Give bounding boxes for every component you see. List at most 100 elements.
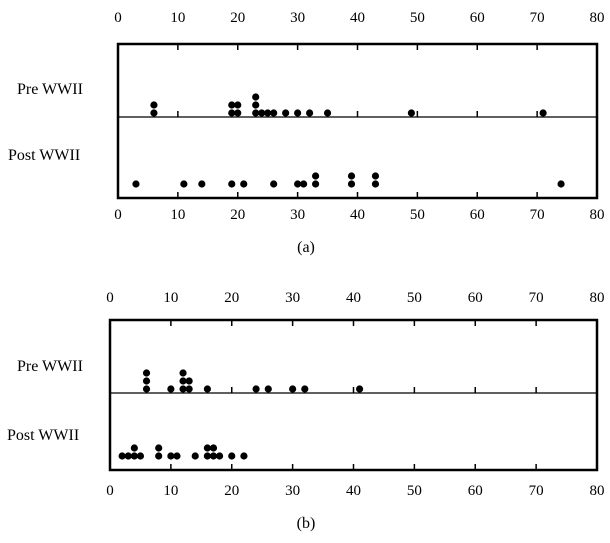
panel-a-caption: (a) <box>297 239 315 256</box>
panel-a-bottom-tick-labels: 0 10 20 30 40 50 60 70 80 <box>114 207 604 223</box>
bottom-tick-label-60: 60 <box>468 483 483 499</box>
dot-pre-11 <box>264 385 272 393</box>
panel-b-post-dots <box>118 444 248 460</box>
bottom-tick-label-80: 80 <box>590 207 605 223</box>
panel-a-bottom-ticks <box>117 192 598 198</box>
top-tick-label-10: 10 <box>163 290 178 306</box>
dot-post-5 <box>155 452 163 460</box>
panel-a-frame <box>116 42 599 200</box>
top-tick-label-40: 40 <box>346 290 361 306</box>
top-tick-label-30: 30 <box>285 290 300 306</box>
panel-b-frame <box>108 318 599 472</box>
dot-pre-14 <box>355 385 364 393</box>
dot-pre-6 <box>179 369 187 377</box>
bottom-tick-label-10: 10 <box>163 483 178 499</box>
bottom-tick-label-0: 0 <box>106 483 114 499</box>
dot-post-6 <box>294 180 302 188</box>
dot-post-9 <box>311 172 320 180</box>
dot-post-16 <box>240 452 248 460</box>
bottom-tick-label-10: 10 <box>170 207 185 223</box>
dot-pre-10 <box>264 109 272 117</box>
dot-post-1 <box>124 452 132 460</box>
dot-post-11 <box>347 172 356 180</box>
bottom-tick-label-30: 30 <box>290 207 305 223</box>
bottom-tick-label-20: 20 <box>230 207 245 223</box>
panel-a-post-dots <box>132 172 565 188</box>
dot-post-13 <box>371 172 380 180</box>
dot-pre-13 <box>294 109 302 117</box>
dot-post-1 <box>180 180 188 188</box>
panel-b: 0 10 20 30 40 50 60 70 80 0 10 20 30 40 50 60 70 80 Pre … <box>7 290 605 532</box>
dot-pre-9 <box>258 109 266 117</box>
dot-pre-14 <box>306 109 314 117</box>
panel-a-mid-ticks <box>117 111 598 117</box>
dot-post-15 <box>228 452 236 460</box>
panel-a-top-ticks <box>117 44 598 50</box>
top-tick-label-70: 70 <box>529 290 544 306</box>
panel-a: 0 10 20 30 40 50 60 70 80 0 10 20 30 40 50 60 70 80 Pre … <box>8 10 605 256</box>
bottom-tick-label-30: 30 <box>285 483 300 499</box>
dot-post-0 <box>132 180 140 188</box>
dot-post-2 <box>130 452 138 460</box>
top-tick-label-20: 20 <box>224 290 239 306</box>
dot-post-0 <box>118 452 126 460</box>
dot-pre-12 <box>282 109 290 117</box>
panel-b-bottom-ticks <box>109 464 598 470</box>
dot-pre-4 <box>234 109 242 117</box>
dot-post-5 <box>270 180 278 188</box>
dot-post-14 <box>215 452 224 460</box>
dot-pre-15 <box>323 109 332 117</box>
dot-pre-17 <box>539 109 547 117</box>
dot-pre-7 <box>185 385 193 393</box>
panel-a-row-label-post: Post WWII <box>8 147 80 164</box>
top-tick-label-20: 20 <box>230 10 245 26</box>
top-tick-label-0: 0 <box>114 10 122 26</box>
dot-post-10 <box>203 452 211 460</box>
dot-pre-6 <box>252 109 260 117</box>
bottom-tick-label-70: 70 <box>530 207 545 223</box>
top-tick-label-60: 60 <box>470 10 485 26</box>
dot-pre-12 <box>289 385 297 393</box>
bottom-tick-label-50: 50 <box>410 207 425 223</box>
dot-post-3 <box>130 444 138 452</box>
panel-b-top-ticks <box>109 320 598 326</box>
dot-post-4 <box>136 452 145 460</box>
dot-post-12 <box>371 180 380 188</box>
bottom-tick-label-20: 20 <box>224 483 239 499</box>
top-tick-label-80: 80 <box>590 290 605 306</box>
dot-pre-10 <box>252 385 260 393</box>
panel-b-bottom-tick-labels: 0 10 20 30 40 50 60 70 80 <box>106 483 604 499</box>
dot-pre-1 <box>142 377 151 385</box>
bottom-tick-label-50: 50 <box>407 483 422 499</box>
bottom-tick-label-70: 70 <box>529 483 544 499</box>
bottom-tick-label-40: 40 <box>350 207 365 223</box>
top-tick-label-50: 50 <box>407 290 422 306</box>
dot-post-8 <box>173 452 181 460</box>
panel-b-row-label-pre: Pre WWII <box>17 358 83 375</box>
dot-pre-2 <box>228 109 236 117</box>
dot-pre-8 <box>185 377 193 385</box>
bottom-tick-label-40: 40 <box>346 483 361 499</box>
dot-post-2 <box>198 180 206 188</box>
dot-pre-11 <box>270 109 278 117</box>
panel-b-pre-dots <box>142 369 364 393</box>
dot-pre-4 <box>179 385 187 393</box>
dot-pre-8 <box>252 93 260 101</box>
top-tick-label-0: 0 <box>106 290 114 306</box>
panel-b-caption: (b) <box>297 515 316 532</box>
panel-a-row-label-pre: Pre WWII <box>17 81 83 98</box>
dot-post-11 <box>203 444 211 452</box>
top-tick-label-40: 40 <box>350 10 365 26</box>
top-tick-label-60: 60 <box>468 290 483 306</box>
dot-post-4 <box>240 180 248 188</box>
dot-post-7 <box>167 452 175 460</box>
dot-pre-0 <box>142 385 151 393</box>
dot-pre-9 <box>203 385 211 393</box>
dot-post-12 <box>209 452 218 460</box>
dot-post-14 <box>557 180 565 188</box>
dot-pre-5 <box>179 377 187 385</box>
dot-pre-16 <box>407 109 415 117</box>
dot-post-6 <box>155 444 163 452</box>
top-tick-label-70: 70 <box>530 10 545 26</box>
